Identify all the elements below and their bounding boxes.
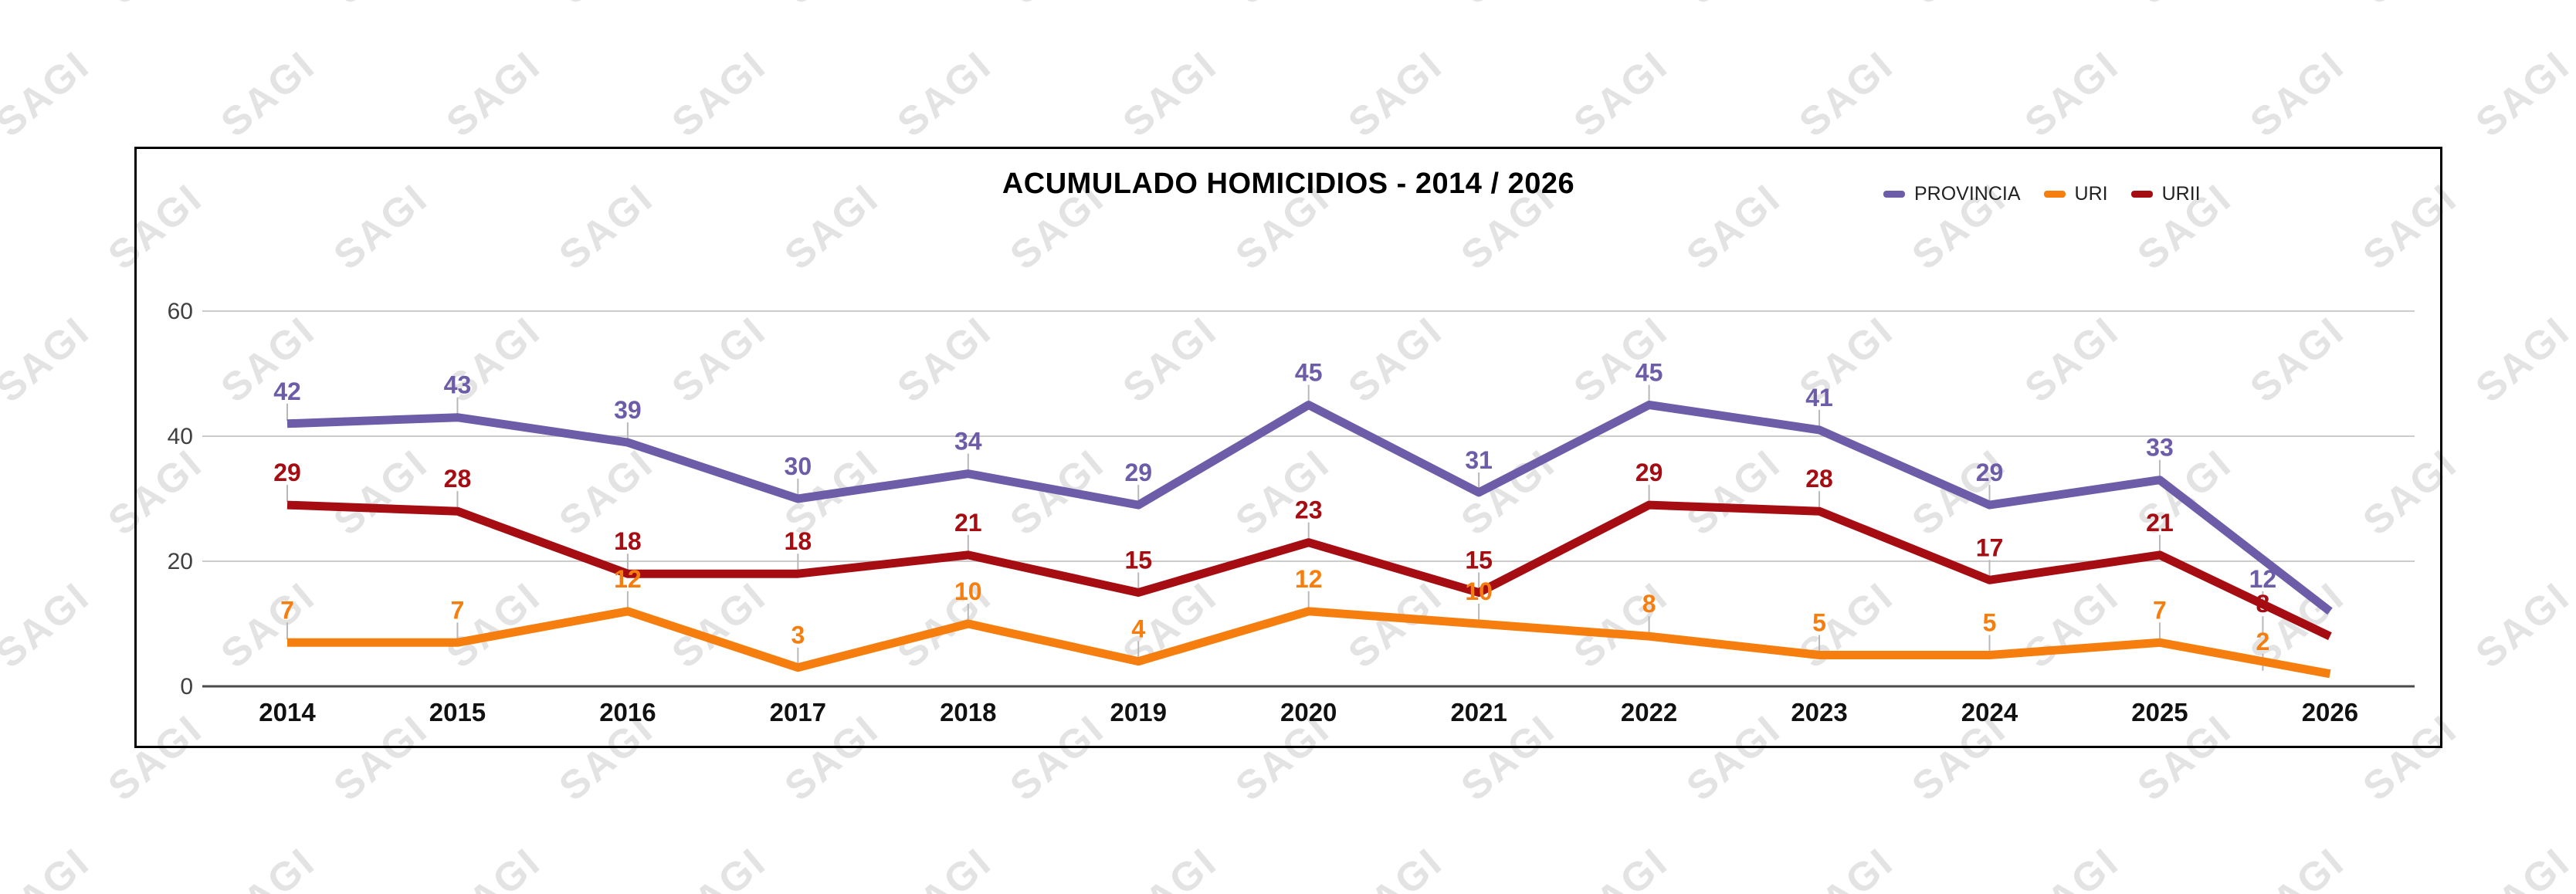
watermark-text: SAGI	[0, 42, 99, 146]
legend-swatch-urii-icon	[2130, 191, 2153, 198]
watermark-text: SAGI	[2242, 42, 2354, 146]
legend-swatch-provincia-icon	[1883, 191, 1905, 198]
watermark-text: SAGI	[1227, 0, 1339, 14]
watermark-text: SAGI	[2354, 0, 2466, 14]
legend-item-uri: URI	[2043, 183, 2108, 205]
watermark-text: SAGI	[2467, 42, 2576, 146]
watermark-text: SAGI	[2467, 839, 2576, 894]
watermark-text: SAGI	[2016, 839, 2128, 894]
watermark-text: SAGI	[1791, 839, 1903, 894]
watermark-text: SAGI	[100, 0, 212, 14]
watermark-text: SAGI	[1114, 839, 1226, 894]
watermark-text: SAGI	[551, 0, 663, 14]
watermark-text: SAGI	[2467, 574, 2576, 677]
legend-label-urii: URII	[2161, 183, 2201, 205]
watermark-text: SAGI	[0, 839, 99, 894]
legend-label-provincia: PROVINCIA	[1914, 183, 2021, 205]
watermark-text: SAGI	[212, 839, 324, 894]
watermark-text: SAGI	[1002, 0, 1113, 14]
watermark-text: SAGI	[212, 42, 324, 146]
watermark-text: SAGI	[1565, 839, 1677, 894]
watermark-text: SAGI	[2129, 0, 2241, 14]
watermark-text: SAGI	[1114, 42, 1226, 146]
watermark-text: SAGI	[438, 839, 550, 894]
chart-frame: ACUMULADO HOMICIDIOS - 2014 / 2026 PROVI…	[134, 147, 2442, 748]
watermark-text: SAGI	[1791, 42, 1903, 146]
watermark-text: SAGI	[1340, 839, 1452, 894]
watermark-text: SAGI	[1678, 0, 1790, 14]
watermark-text: SAGI	[1452, 0, 1564, 14]
legend: PROVINCIA URI URII	[1883, 183, 2201, 205]
watermark-text: SAGI	[2242, 839, 2354, 894]
watermark-text: SAGI	[2016, 42, 2128, 146]
watermark-text: SAGI	[776, 0, 888, 14]
watermark-text: SAGI	[2467, 308, 2576, 411]
legend-label-uri: URI	[2074, 183, 2108, 205]
legend-swatch-uri-icon	[2043, 191, 2066, 198]
legend-item-provincia: PROVINCIA	[1883, 183, 2021, 205]
watermark-text: SAGI	[0, 574, 99, 677]
watermark-text: SAGI	[889, 42, 1001, 146]
watermark-text: SAGI	[663, 839, 775, 894]
watermark-text: SAGI	[1903, 0, 2015, 14]
legend-item-urii: URII	[2130, 183, 2201, 205]
watermark-text: SAGI	[1565, 42, 1677, 146]
chart-title: ACUMULADO HOMICIDIOS - 2014 / 2026	[1002, 168, 1575, 200]
watermark-text: SAGI	[325, 0, 437, 14]
watermark-text: SAGI	[889, 839, 1001, 894]
watermark-text: SAGI	[663, 42, 775, 146]
watermark-text: SAGI	[1340, 42, 1452, 146]
watermark-text: SAGI	[438, 42, 550, 146]
watermark-text: SAGI	[0, 308, 99, 411]
